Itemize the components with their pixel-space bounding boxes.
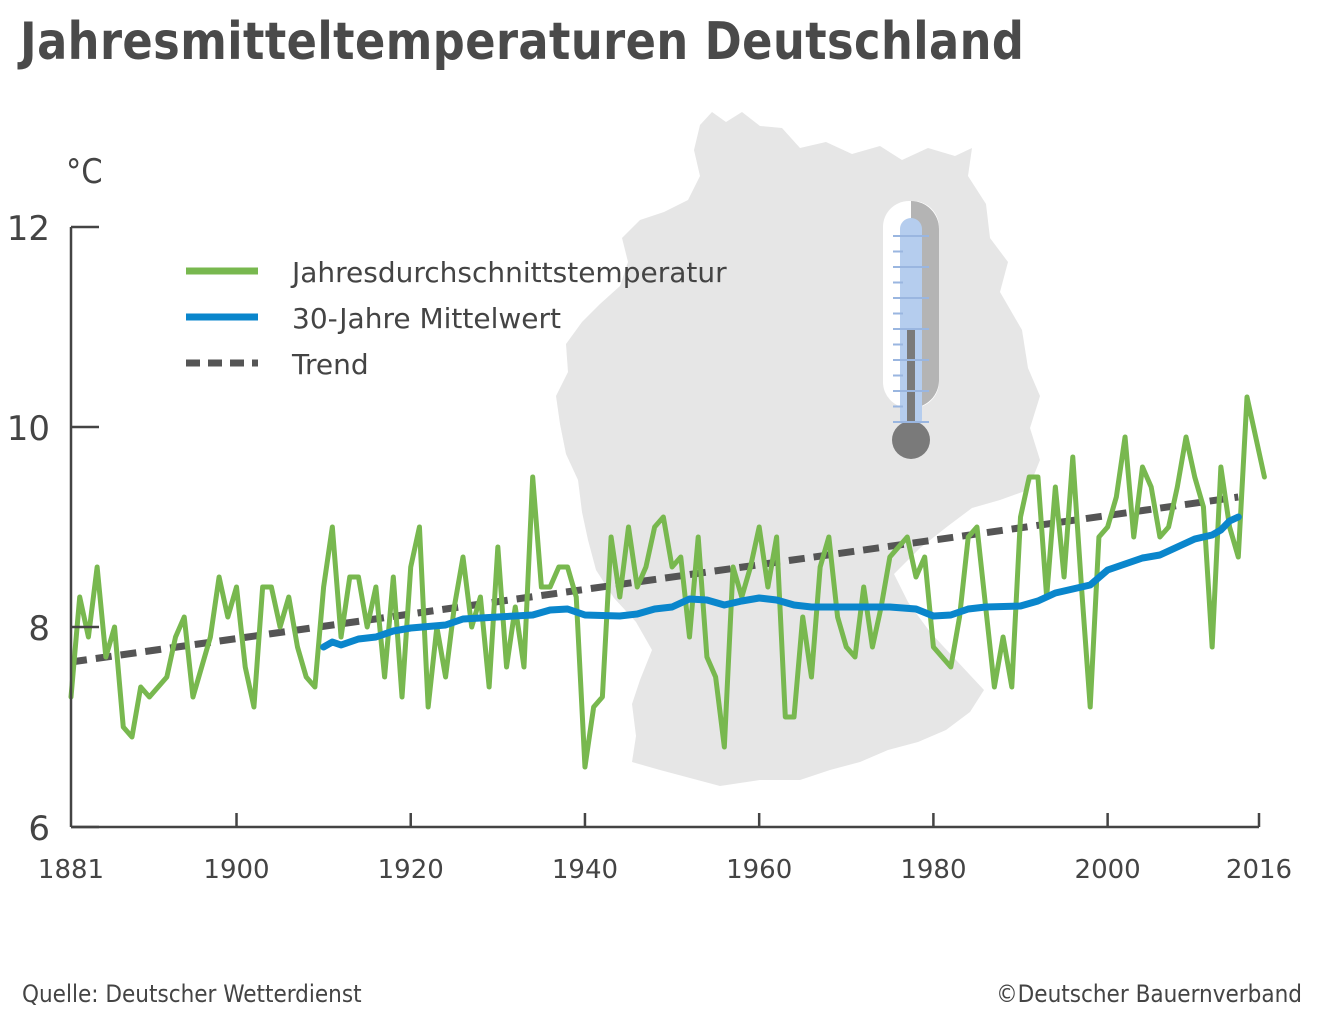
y-tick-label: 12 bbox=[7, 209, 50, 249]
y-tick-label: 10 bbox=[7, 409, 50, 449]
x-tick-label: 1900 bbox=[203, 855, 269, 885]
series-line-30yr-mean bbox=[320, 513, 1242, 651]
y-tick-label: 6 bbox=[28, 809, 50, 849]
legend-label-annual: Jahresdurchschnittstemperatur bbox=[290, 256, 727, 289]
legend-label-trend: Trend bbox=[291, 348, 369, 381]
legend-label-30yr-mean: 30-Jahre Mittelwert bbox=[292, 302, 561, 335]
source-note: Quelle: Deutscher Wetterdienst bbox=[22, 980, 362, 1008]
x-tick-label: 1881 bbox=[38, 855, 104, 885]
x-tick-label: 1960 bbox=[726, 855, 792, 885]
legend: Jahresdurchschnittstemperatur 30-Jahre M… bbox=[186, 256, 727, 381]
series-line-annual-mean bbox=[68, 394, 1267, 770]
x-tick-label: 1940 bbox=[552, 855, 618, 885]
x-tick-label: 1920 bbox=[378, 855, 444, 885]
y-axis-unit: °C bbox=[66, 152, 103, 192]
y-tick-label: 8 bbox=[28, 609, 50, 649]
x-tick-label: 2000 bbox=[1075, 855, 1141, 885]
chart-title: Jahresmitteltemperaturen Deutschland bbox=[20, 12, 1025, 72]
copyright-note: ©Deutscher Bauernverband bbox=[996, 980, 1302, 1008]
x-tick-label: 2016 bbox=[1226, 855, 1292, 885]
thermometer-icon bbox=[883, 201, 939, 459]
x-tick-label: 1980 bbox=[900, 855, 966, 885]
